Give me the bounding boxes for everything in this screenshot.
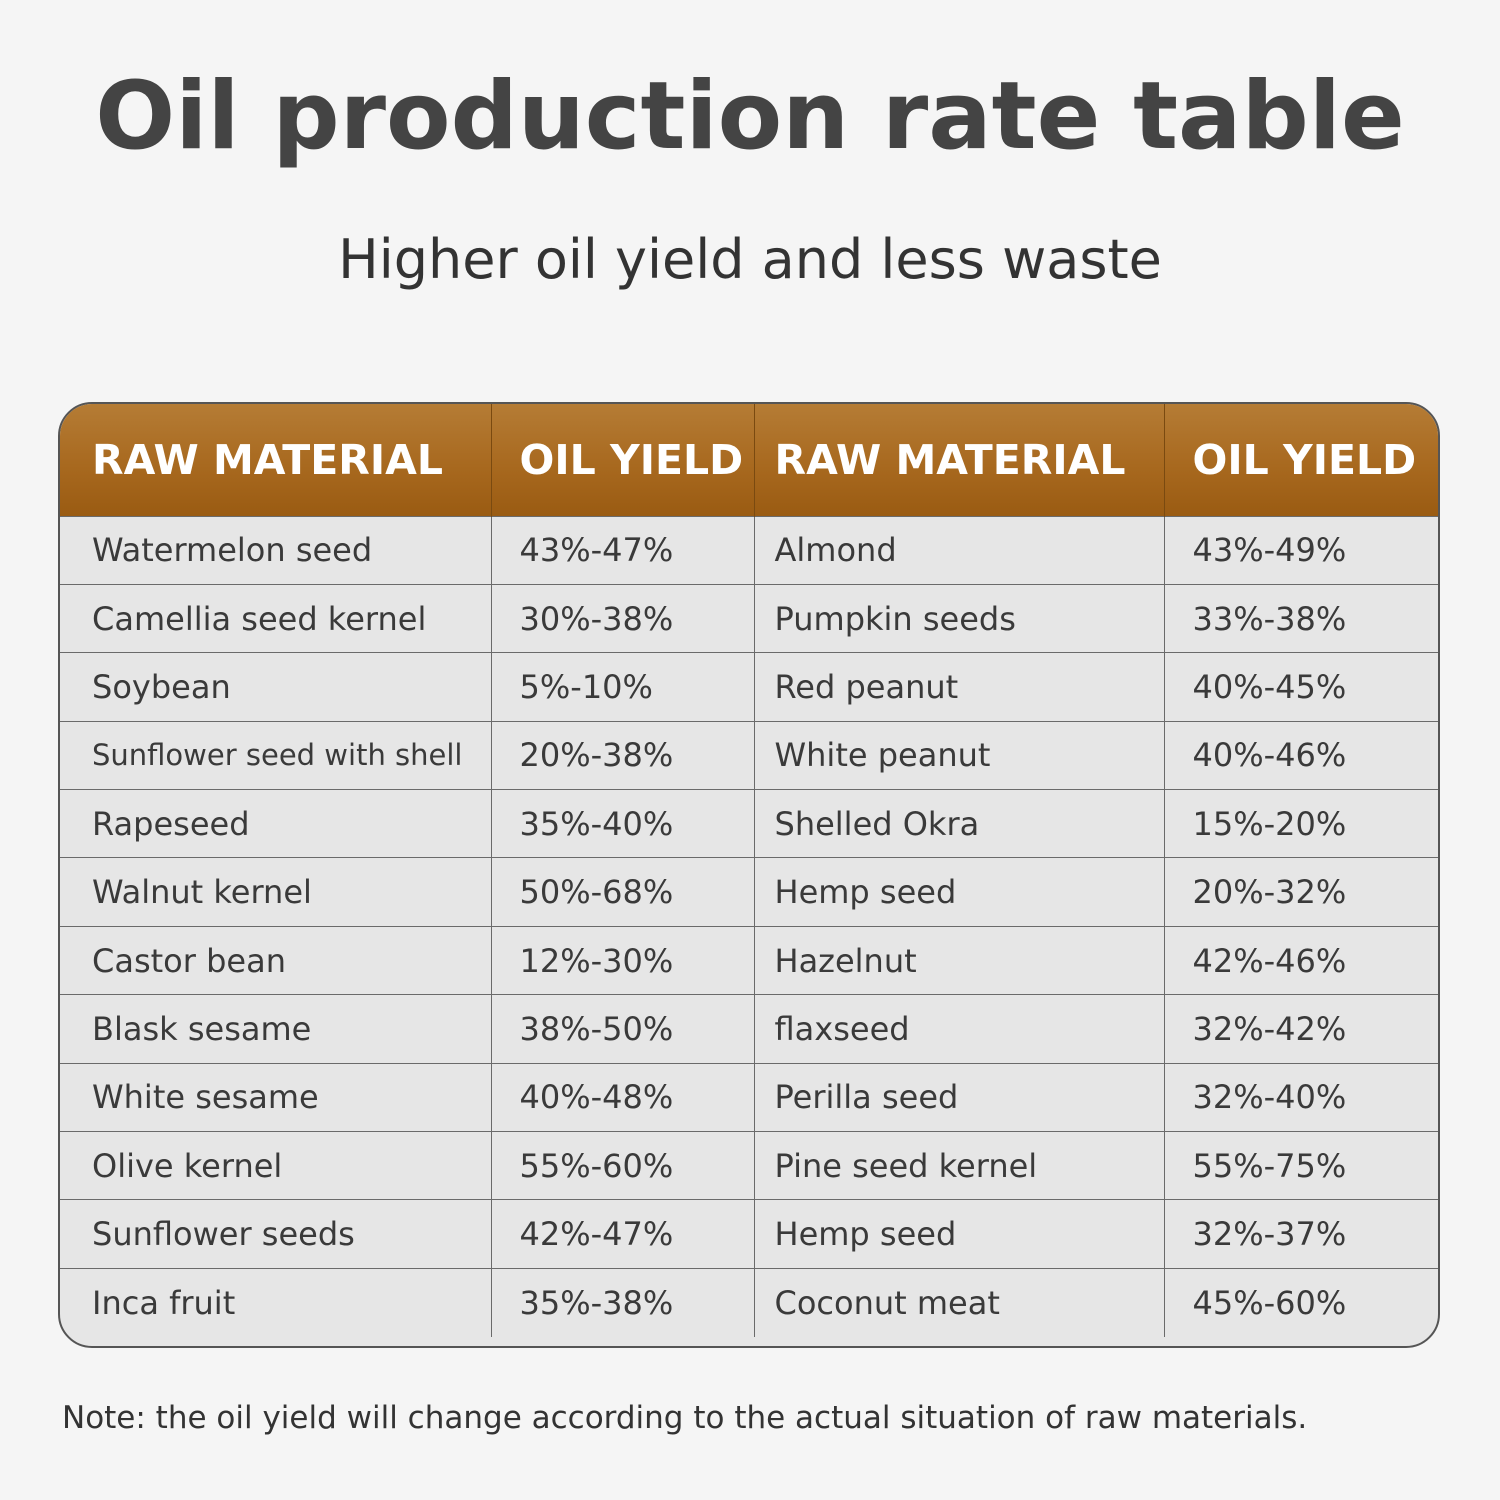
- table-row: Walnut kernel 50%-68% Hemp seed 20%-32%: [60, 857, 1438, 927]
- raw-material-cell: Watermelon seed: [60, 515, 491, 585]
- oil-yield-cell: 43%-47%: [490, 515, 754, 585]
- oil-yield-cell: 35%-40%: [490, 789, 754, 858]
- oil-yield-cell: 20%-38%: [490, 720, 754, 790]
- oil-yield-cell: 5%-10%: [490, 652, 754, 722]
- raw-material-cell: Walnut kernel: [60, 857, 491, 927]
- oil-yield-table: RAW MATERIAL OIL YIELD RAW MATERIAL OIL …: [58, 402, 1440, 1348]
- raw-material-cell: Shelled Okra: [753, 789, 1164, 858]
- oil-yield-cell: 40%-48%: [490, 1062, 754, 1132]
- raw-material-cell: Pumpkin seeds: [753, 583, 1164, 653]
- oil-yield-cell: 45%-60%: [1163, 1267, 1438, 1337]
- raw-material-cell: Almond: [753, 515, 1164, 585]
- oil-yield-cell: 50%-68%: [490, 857, 754, 927]
- oil-yield-cell: 55%-75%: [1163, 1131, 1438, 1200]
- raw-material-cell: Olive kernel: [60, 1131, 491, 1200]
- oil-yield-cell: 32%-37%: [1163, 1199, 1438, 1269]
- oil-yield-cell: 32%-40%: [1163, 1062, 1438, 1132]
- raw-material-cell: Castor bean: [60, 925, 491, 995]
- raw-material-cell: Inca fruit: [60, 1267, 491, 1337]
- oil-yield-cell: 42%-46%: [1163, 925, 1438, 995]
- page-title: Oil production rate table: [95, 62, 1405, 171]
- raw-material-cell: Hemp seed: [753, 857, 1164, 927]
- raw-material-cell: Camellia seed kernel: [60, 583, 491, 653]
- raw-material-cell: Hazelnut: [753, 925, 1164, 995]
- oil-yield-cell: 20%-32%: [1163, 857, 1438, 927]
- table-row: Rapeseed 35%-40% Shelled Okra 15%-20%: [60, 789, 1438, 858]
- oil-yield-cell: 38%-50%: [490, 994, 754, 1064]
- oil-yield-cell: 40%-46%: [1163, 720, 1438, 790]
- oil-yield-cell: 30%-38%: [490, 583, 754, 653]
- raw-material-cell: Hemp seed: [753, 1199, 1164, 1269]
- table-row: Castor bean 12%-30% Hazelnut 42%-46%: [60, 925, 1438, 995]
- table-row: Camellia seed kernel 30%-38% Pumpkin see…: [60, 583, 1438, 653]
- raw-material-cell: Red peanut: [753, 652, 1164, 722]
- table-row: Sunflower seed with shell 20%-38% White …: [60, 720, 1438, 790]
- raw-material-cell: Pine seed kernel: [753, 1131, 1164, 1200]
- table-row: Sunflower seeds 42%-47% Hemp seed 32%-37…: [60, 1199, 1438, 1269]
- oil-yield-cell: 15%-20%: [1163, 789, 1438, 858]
- oil-yield-cell: 12%-30%: [490, 925, 754, 995]
- raw-material-cell: Blask sesame: [60, 994, 491, 1064]
- table-row: Watermelon seed 43%-47% Almond 43%-49%: [60, 515, 1438, 585]
- footnote: Note: the oil yield will change accordin…: [62, 1400, 1308, 1436]
- raw-material-cell: flaxseed: [753, 994, 1164, 1064]
- table-row: Olive kernel 55%-60% Pine seed kernel 55…: [60, 1131, 1438, 1200]
- raw-material-cell: White sesame: [60, 1062, 491, 1132]
- oil-yield-cell: 42%-47%: [490, 1199, 754, 1269]
- raw-material-cell: Perilla seed: [753, 1062, 1164, 1132]
- raw-material-cell: White peanut: [753, 720, 1164, 790]
- raw-material-cell: Soybean: [60, 652, 491, 722]
- header-raw-material-2: RAW MATERIAL: [753, 404, 1164, 516]
- header-oil-yield-1: OIL YIELD: [490, 404, 754, 516]
- table-row: Blask sesame 38%-50% flaxseed 32%-42%: [60, 994, 1438, 1064]
- table-row: Inca fruit 35%-38% Coconut meat 45%-60%: [60, 1267, 1438, 1337]
- table-header-row: RAW MATERIAL OIL YIELD RAW MATERIAL OIL …: [60, 404, 1438, 516]
- table-row: Soybean 5%-10% Red peanut 40%-45%: [60, 652, 1438, 722]
- oil-yield-cell: 40%-45%: [1163, 652, 1438, 722]
- page-subtitle: Higher oil yield and less waste: [338, 228, 1162, 291]
- raw-material-cell: Sunflower seed with shell: [60, 720, 491, 790]
- oil-yield-cell: 33%-38%: [1163, 583, 1438, 653]
- header-oil-yield-2: OIL YIELD: [1163, 404, 1438, 516]
- oil-yield-cell: 35%-38%: [490, 1267, 754, 1337]
- raw-material-cell: Coconut meat: [753, 1267, 1164, 1337]
- oil-yield-cell: 55%-60%: [490, 1131, 754, 1200]
- header-raw-material-1: RAW MATERIAL: [92, 435, 443, 484]
- table-row: White sesame 40%-48% Perilla seed 32%-40…: [60, 1062, 1438, 1132]
- oil-yield-cell: 32%-42%: [1163, 994, 1438, 1064]
- oil-yield-cell: 43%-49%: [1163, 515, 1438, 585]
- raw-material-cell: Sunflower seeds: [60, 1199, 491, 1269]
- raw-material-cell: Rapeseed: [60, 789, 491, 858]
